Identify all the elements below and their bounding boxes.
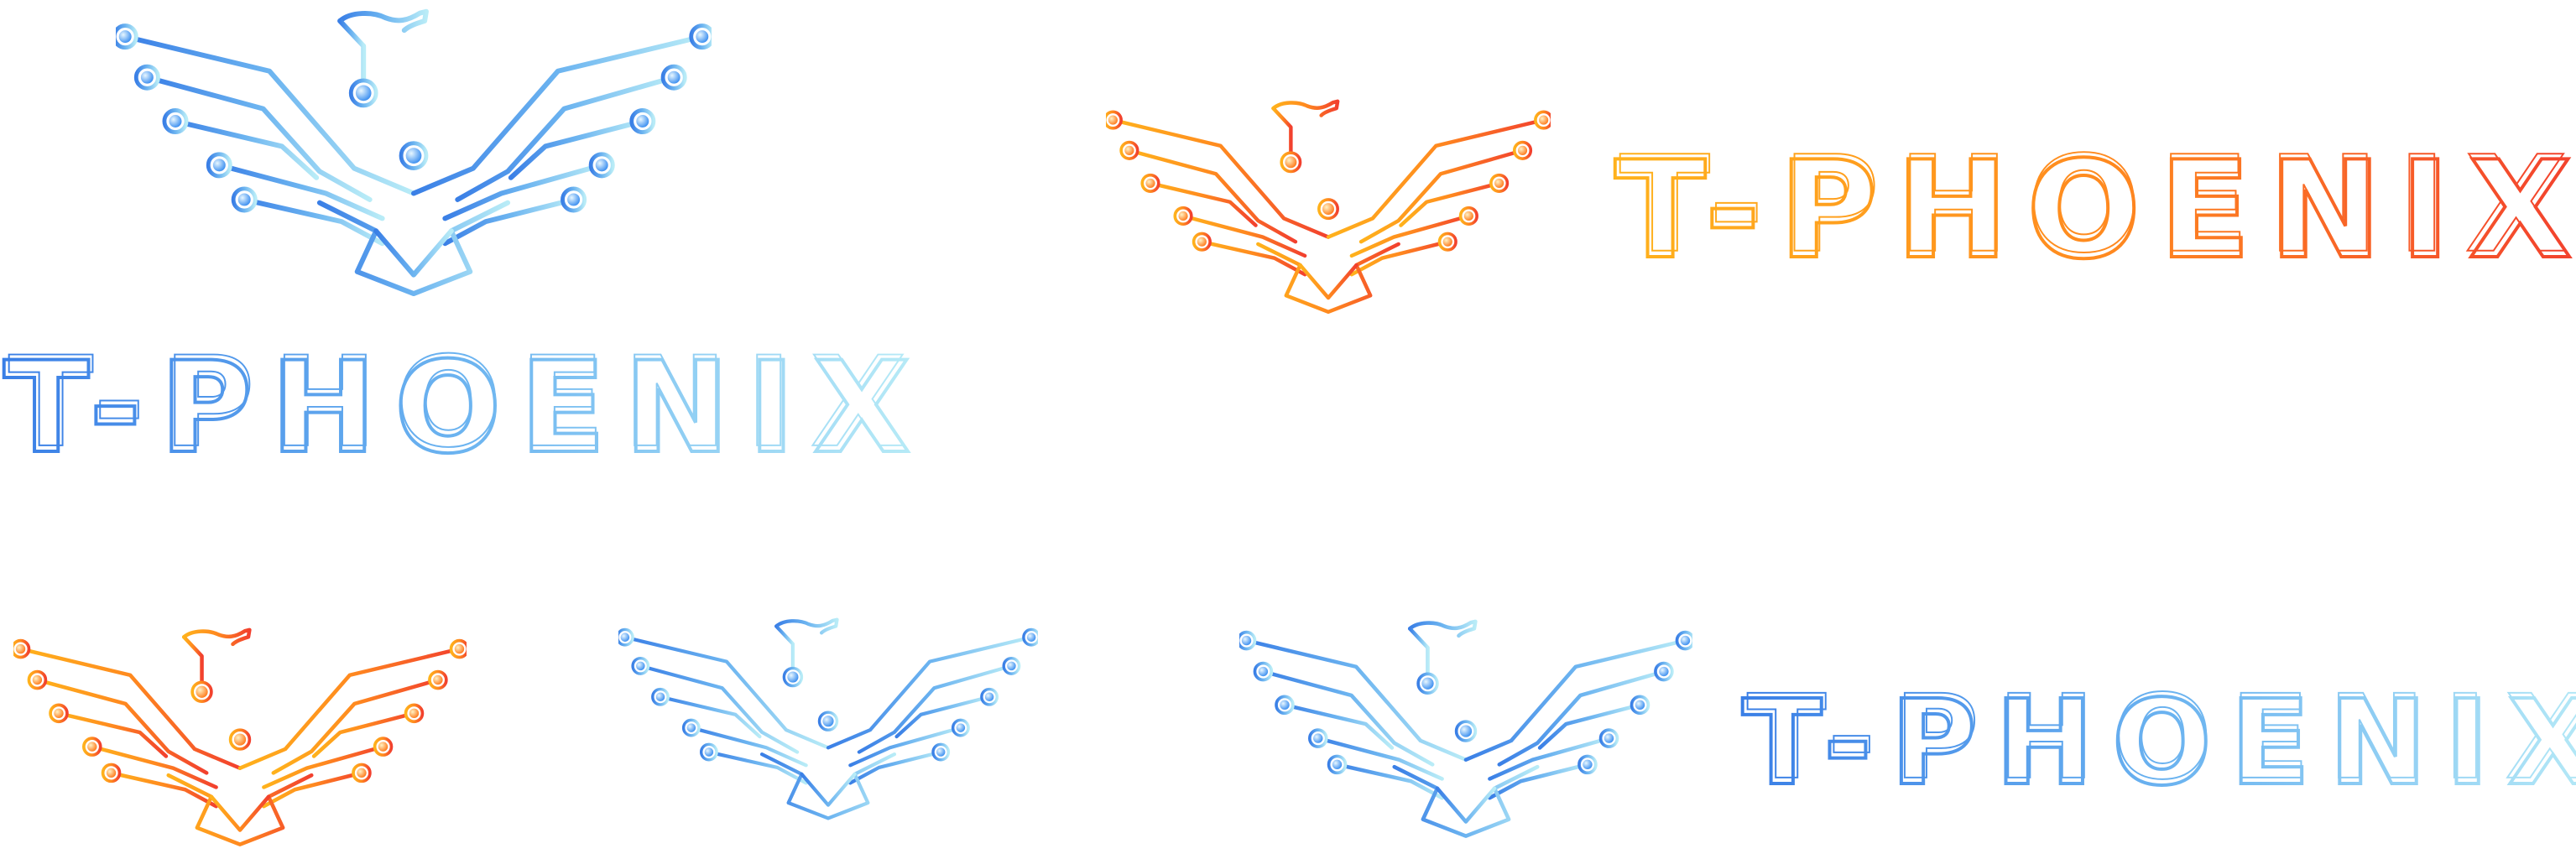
wordmark-text: T-PHOENIX <box>1614 132 2576 289</box>
phoenix-emblem-icon <box>1218 619 1713 846</box>
logo-orange-emblem <box>5 627 475 854</box>
wordmark-inner-line: T-PHOENIX <box>1619 128 2576 283</box>
wordmark-inner-line: T-PHOENIX <box>8 331 925 476</box>
wordmark-blue-large: T-PHOENIX T-PHOENIX <box>0 330 912 483</box>
phoenix-emblem-icon <box>1106 99 1551 321</box>
logo-blue-emblem <box>606 617 1051 827</box>
wordmark-text: T-PHOENIX <box>1742 675 2576 812</box>
phoenix-emblem-icon <box>107 8 720 306</box>
wordmark-inner-line: T-PHOENIX <box>1747 669 2576 805</box>
phoenix-emblem-icon <box>606 617 1051 827</box>
phoenix-emblem-icon <box>5 627 475 854</box>
wordmark-blue-small: T-PHOENIX T-PHOENIX <box>1739 669 2576 814</box>
wordmark-orange: T-PHOENIX T-PHOENIX <box>1611 128 2576 290</box>
wordmark-text: T-PHOENIX <box>3 336 929 482</box>
